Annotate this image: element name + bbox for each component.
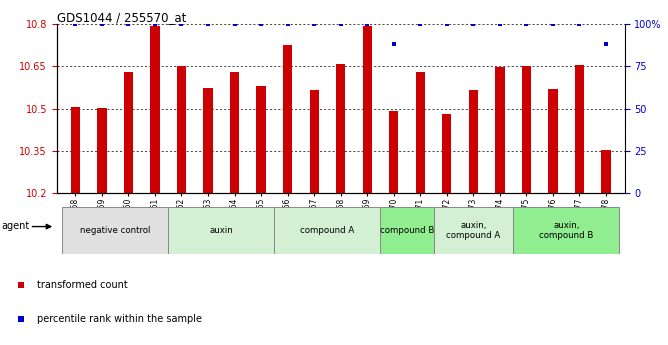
Bar — [71, 107, 80, 193]
Text: agent: agent — [1, 221, 29, 230]
Bar — [203, 88, 212, 193]
Text: auxin: auxin — [209, 226, 233, 235]
Bar — [309, 90, 319, 193]
Bar — [434, 207, 513, 254]
Bar — [548, 89, 558, 193]
Text: percentile rank within the sample: percentile rank within the sample — [37, 314, 202, 324]
Text: GDS1044 / 255570_at: GDS1044 / 255570_at — [57, 11, 186, 24]
Bar — [495, 67, 504, 193]
Text: compound B: compound B — [380, 226, 434, 235]
Bar — [469, 90, 478, 193]
Bar — [415, 72, 425, 193]
Text: negative control: negative control — [80, 226, 150, 235]
Text: transformed count: transformed count — [37, 280, 128, 289]
Bar — [283, 45, 293, 193]
Bar — [230, 72, 239, 193]
Bar — [601, 150, 611, 193]
Bar — [381, 207, 434, 254]
Text: compound A: compound A — [301, 226, 355, 235]
Bar — [389, 111, 398, 193]
Bar — [124, 72, 133, 193]
Bar — [336, 64, 345, 193]
Bar — [363, 26, 372, 193]
Text: auxin,
compound A: auxin, compound A — [446, 220, 500, 240]
Bar — [177, 66, 186, 193]
Bar — [257, 86, 266, 193]
Text: auxin,
compound B: auxin, compound B — [539, 220, 593, 240]
Bar — [168, 207, 275, 254]
Bar — [513, 207, 619, 254]
Bar — [575, 65, 584, 193]
Bar — [98, 108, 106, 193]
Bar — [62, 207, 168, 254]
Bar — [275, 207, 381, 254]
Bar — [442, 114, 452, 193]
Bar — [522, 66, 531, 193]
Bar — [150, 26, 160, 193]
